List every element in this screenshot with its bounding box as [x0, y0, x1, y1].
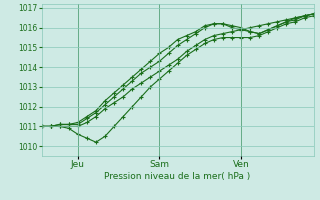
X-axis label: Pression niveau de la mer( hPa ): Pression niveau de la mer( hPa )	[104, 172, 251, 181]
